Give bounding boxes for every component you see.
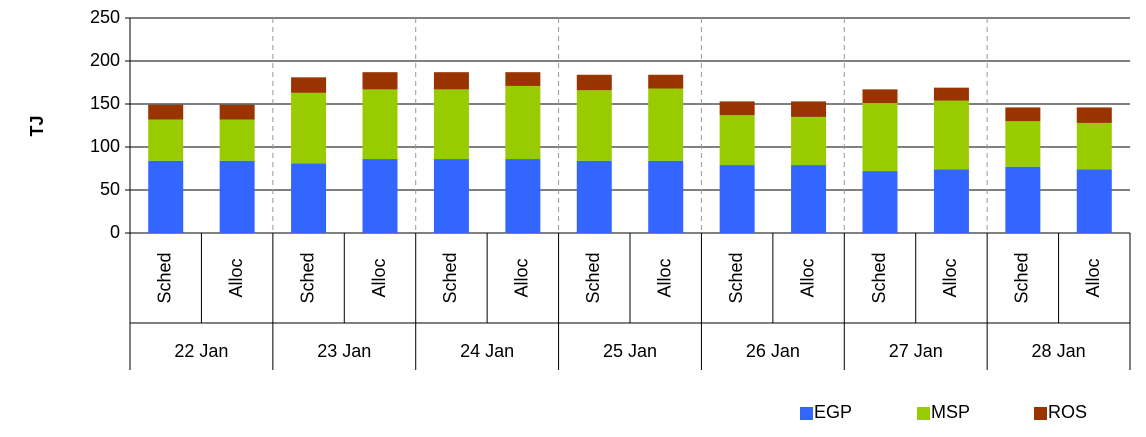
bar-segment — [1076, 169, 1112, 233]
bar-segment — [648, 74, 684, 89]
y-tick-label: 50 — [100, 179, 120, 199]
bar-segment — [862, 171, 898, 233]
bar-segment — [362, 89, 398, 160]
bar-segment — [148, 119, 184, 161]
bar-segment — [219, 119, 255, 161]
bar-segment — [433, 89, 469, 160]
bar-segment — [1076, 107, 1112, 123]
y-tick-label: 150 — [90, 93, 120, 113]
bar-segment — [219, 160, 255, 233]
legend-swatch — [917, 407, 930, 420]
bar-segment — [433, 72, 469, 90]
bar-segment — [791, 116, 827, 166]
y-axis-label: TJ — [27, 115, 47, 136]
bar-segment — [791, 165, 827, 233]
legend-swatch — [1034, 407, 1047, 420]
x-tick-label: Sched — [1012, 252, 1032, 303]
x-tick-label: Sched — [583, 252, 603, 303]
bar-segment — [791, 101, 827, 117]
x-tick-label: Sched — [440, 252, 460, 303]
legend-label: ROS — [1048, 402, 1087, 422]
x-tick-label: Alloc — [940, 258, 960, 297]
bar-segment — [505, 72, 541, 86]
bar-segment — [862, 89, 898, 104]
legend-label: EGP — [814, 402, 852, 422]
x-tick-label: Alloc — [226, 258, 246, 297]
bar-segment — [862, 103, 898, 172]
bar-segment — [362, 159, 398, 233]
bar-segment — [291, 92, 327, 164]
legend-swatch — [800, 407, 813, 420]
group-label: 25 Jan — [603, 341, 657, 361]
group-label: 27 Jan — [889, 341, 943, 361]
bar-segment — [933, 87, 969, 101]
bar-segment — [719, 101, 755, 116]
x-tick-label: Alloc — [369, 258, 389, 297]
bar-segment — [433, 159, 469, 233]
x-tick-label: Sched — [154, 252, 174, 303]
legend-label: MSP — [931, 402, 970, 422]
x-tick-label: Alloc — [654, 258, 674, 297]
group-label: 23 Jan — [317, 341, 371, 361]
group-label: 26 Jan — [746, 341, 800, 361]
group-label: 22 Jan — [174, 341, 228, 361]
bar-segment — [576, 160, 612, 233]
x-tick-label: Alloc — [512, 258, 532, 297]
bar-segment — [933, 169, 969, 233]
x-tick-label: Sched — [726, 252, 746, 303]
bar-segment — [719, 165, 755, 233]
bar-segment — [291, 77, 327, 93]
bar-segment — [933, 100, 969, 170]
y-tick-label: 0 — [110, 222, 120, 242]
bar-segment — [1005, 107, 1041, 122]
bar-segment — [576, 90, 612, 161]
x-tick-label: Sched — [869, 252, 889, 303]
group-label: 24 Jan — [460, 341, 514, 361]
bar-segment — [148, 104, 184, 120]
bar-segment — [1005, 166, 1041, 233]
x-tick-label: Alloc — [797, 258, 817, 297]
bar-segment — [148, 160, 184, 233]
y-tick-label: 250 — [90, 7, 120, 27]
bar-segment — [648, 88, 684, 161]
bar-segment — [719, 115, 755, 166]
bar-segment — [362, 72, 398, 90]
bar-segment — [219, 104, 255, 120]
bar-segment — [576, 74, 612, 91]
x-tick-label: Alloc — [1083, 258, 1103, 297]
bar-segment — [1005, 121, 1041, 167]
bar-segment — [505, 159, 541, 233]
x-tick-label: Sched — [297, 252, 317, 303]
bar-segment — [291, 163, 327, 233]
y-tick-label: 100 — [90, 136, 120, 156]
bar-segment — [505, 85, 541, 160]
y-tick-label: 200 — [90, 50, 120, 70]
group-label: 28 Jan — [1032, 341, 1086, 361]
bar-segment — [1076, 122, 1112, 170]
bar-segment — [648, 160, 684, 233]
